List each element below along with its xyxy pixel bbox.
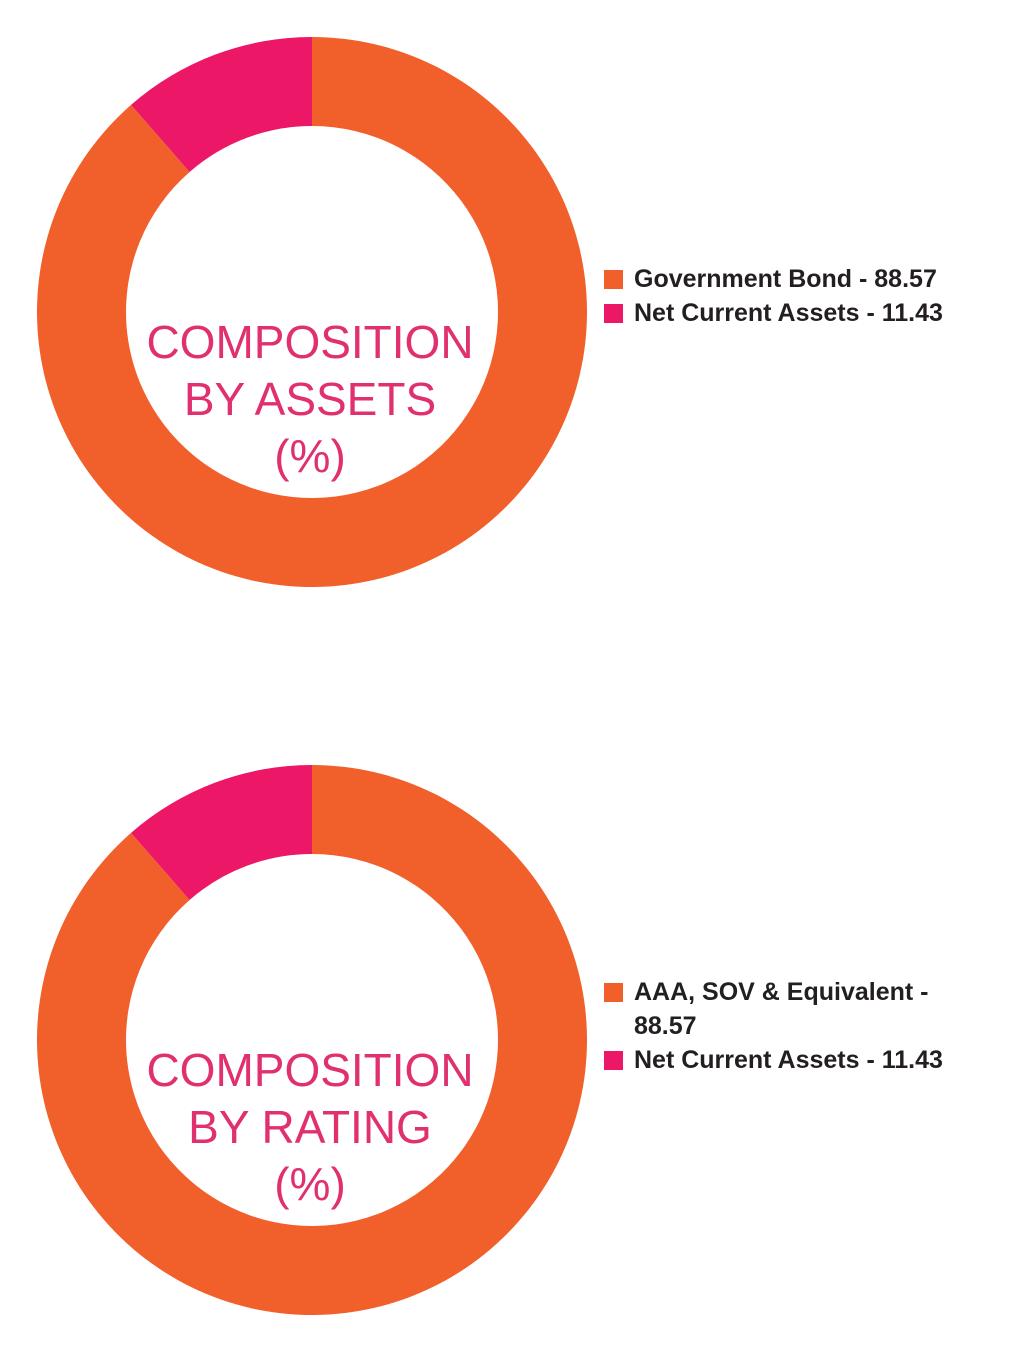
donut-slice-1 bbox=[131, 765, 312, 900]
legend-swatch-pink bbox=[604, 1051, 623, 1070]
title-line-1: COMPOSITION bbox=[146, 1044, 474, 1096]
donut-assets bbox=[36, 37, 587, 587]
legend-assets: Government Bond - 88.57 Net Current Asse… bbox=[604, 262, 984, 330]
composition-by-rating-chart: COMPOSITION BY RATING (%) AAA, SOV & Equ… bbox=[0, 758, 1011, 1318]
legend-item-aaa-sov-equivalent: AAA, SOV & Equivalent - 88.57 bbox=[604, 975, 984, 1043]
donut-rating bbox=[36, 765, 587, 1315]
composition-by-assets-chart: COMPOSITION BY ASSETS (%) Government Bon… bbox=[0, 30, 1011, 590]
legend-rating: AAA, SOV & Equivalent - 88.57 Net Curren… bbox=[604, 975, 984, 1077]
donut-slice-0 bbox=[36, 765, 587, 1315]
legend-item-government-bond: Government Bond - 88.57 bbox=[604, 262, 984, 296]
legend-swatch-pink bbox=[604, 304, 623, 323]
donut-slice-0 bbox=[36, 37, 587, 587]
title-line-2: BY ASSETS bbox=[183, 373, 437, 425]
legend-swatch-orange bbox=[604, 270, 623, 289]
legend-label: Net Current Assets - 11.43 bbox=[634, 299, 943, 327]
legend-label: Net Current Assets - 11.43 bbox=[634, 1046, 943, 1074]
chart-title-assets: COMPOSITION BY ASSETS (%) bbox=[140, 314, 480, 485]
legend-swatch-orange bbox=[604, 983, 623, 1002]
legend-item-net-current-assets: Net Current Assets - 11.43 bbox=[604, 1043, 984, 1077]
title-line-2: BY RATING bbox=[188, 1101, 432, 1153]
title-line-3: (%) bbox=[274, 430, 346, 482]
title-line-1: COMPOSITION bbox=[146, 316, 474, 368]
legend-label: Government Bond - 88.57 bbox=[634, 265, 937, 293]
donut-slice-1 bbox=[131, 37, 312, 172]
legend-label: AAA, SOV & Equivalent - 88.57 bbox=[634, 978, 929, 1040]
title-line-3: (%) bbox=[274, 1158, 346, 1210]
chart-title-rating: COMPOSITION BY RATING (%) bbox=[140, 1042, 480, 1213]
legend-item-net-current-assets: Net Current Assets - 11.43 bbox=[604, 296, 984, 330]
